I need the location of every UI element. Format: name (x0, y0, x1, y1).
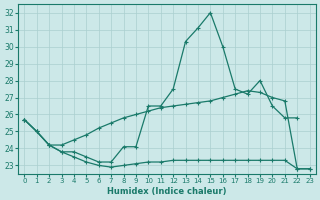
X-axis label: Humidex (Indice chaleur): Humidex (Indice chaleur) (107, 187, 227, 196)
